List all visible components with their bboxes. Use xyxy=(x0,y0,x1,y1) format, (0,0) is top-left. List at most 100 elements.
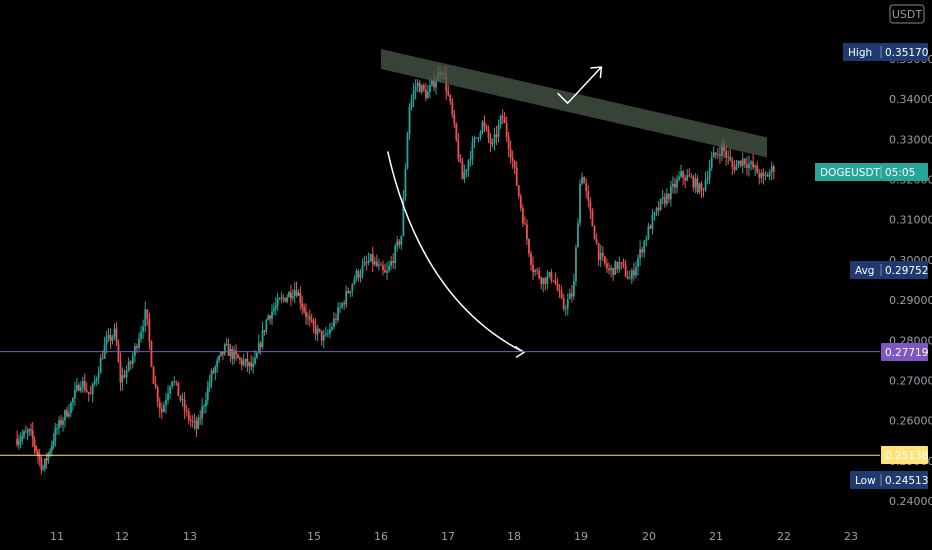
candle xyxy=(293,282,296,304)
candle xyxy=(579,179,581,227)
candle xyxy=(127,357,130,373)
candle xyxy=(404,163,407,202)
candle xyxy=(616,261,619,274)
drop-curve-arrow[interactable] xyxy=(386,151,525,353)
candle xyxy=(160,402,163,419)
candle xyxy=(64,409,66,428)
candle xyxy=(657,200,660,216)
currency-badge-label: USDT xyxy=(892,8,923,21)
candle xyxy=(375,254,378,268)
candle xyxy=(710,151,713,171)
candle xyxy=(626,270,629,280)
candle xyxy=(394,243,397,270)
candle xyxy=(493,127,496,151)
candle xyxy=(115,321,118,347)
candle xyxy=(534,268,536,276)
candle xyxy=(259,340,262,356)
candle xyxy=(651,208,654,235)
candle xyxy=(320,330,323,346)
candle xyxy=(81,376,84,393)
candle xyxy=(509,140,512,164)
candle xyxy=(647,223,650,241)
candle xyxy=(286,294,289,304)
candle xyxy=(37,449,39,464)
candle xyxy=(390,255,393,270)
y-tick-label: 0.24000 xyxy=(889,495,932,508)
candle xyxy=(299,286,302,311)
candle xyxy=(503,111,506,124)
candle xyxy=(38,448,41,467)
candle xyxy=(144,301,147,333)
candle xyxy=(725,144,728,166)
candle xyxy=(388,260,390,273)
candle xyxy=(768,169,771,180)
candle xyxy=(637,254,639,276)
candle xyxy=(154,375,157,389)
candle xyxy=(216,357,219,373)
candle xyxy=(706,171,709,185)
candle xyxy=(322,329,325,349)
candle xyxy=(729,149,732,162)
candle xyxy=(678,171,680,182)
candle xyxy=(254,350,256,366)
candle xyxy=(550,268,553,284)
currency-badge[interactable]: USDT xyxy=(889,4,925,24)
price-axis[interactable]: 0.240000.250000.260000.270000.280000.290… xyxy=(889,53,932,508)
candle xyxy=(704,171,707,193)
candle xyxy=(103,336,106,359)
candle xyxy=(398,239,401,249)
candle xyxy=(686,168,689,182)
tag-name: High xyxy=(848,47,872,59)
x-tick-label: 23 xyxy=(844,530,858,543)
resistance-trend-band[interactable] xyxy=(381,48,767,158)
candle xyxy=(179,395,182,403)
candle xyxy=(589,197,592,220)
breakout-arrow[interactable] xyxy=(557,66,602,105)
candle xyxy=(568,288,571,300)
candle xyxy=(223,342,226,356)
candle xyxy=(575,244,577,286)
candle xyxy=(737,160,740,169)
candle xyxy=(659,198,662,212)
candle xyxy=(536,267,539,275)
candle xyxy=(97,366,100,385)
candle xyxy=(240,357,243,371)
candle xyxy=(380,261,382,266)
candle xyxy=(339,302,341,314)
candle xyxy=(463,164,466,184)
candle xyxy=(70,401,72,417)
candle xyxy=(341,301,344,310)
candle xyxy=(501,109,504,124)
candle xyxy=(667,192,670,204)
candle xyxy=(581,172,583,186)
y-tick-label: 0.26000 xyxy=(889,415,932,428)
candle xyxy=(337,302,339,323)
candle xyxy=(201,398,203,426)
candle xyxy=(517,184,520,199)
candle xyxy=(235,344,238,361)
candle xyxy=(743,158,746,169)
candle xyxy=(719,145,721,164)
candle xyxy=(79,381,82,393)
candle xyxy=(384,263,386,273)
time-axis[interactable]: 11 12 13 15 16 17 18 19 20 21 22 23 xyxy=(50,530,858,543)
candle xyxy=(752,152,754,170)
candle xyxy=(255,351,258,359)
candle xyxy=(762,168,765,185)
candle xyxy=(221,351,224,361)
candle xyxy=(422,83,425,93)
candle xyxy=(121,367,124,391)
candle xyxy=(528,238,530,257)
candle xyxy=(682,170,685,186)
candle xyxy=(73,382,76,407)
candle xyxy=(741,152,744,174)
tag-name: Low xyxy=(855,475,876,487)
candle xyxy=(347,287,350,295)
candle xyxy=(152,365,155,385)
candle xyxy=(93,375,96,387)
tag-name: Avg xyxy=(855,265,874,277)
horizontal-levels xyxy=(0,351,880,456)
candle xyxy=(591,207,594,227)
candle xyxy=(772,164,775,180)
